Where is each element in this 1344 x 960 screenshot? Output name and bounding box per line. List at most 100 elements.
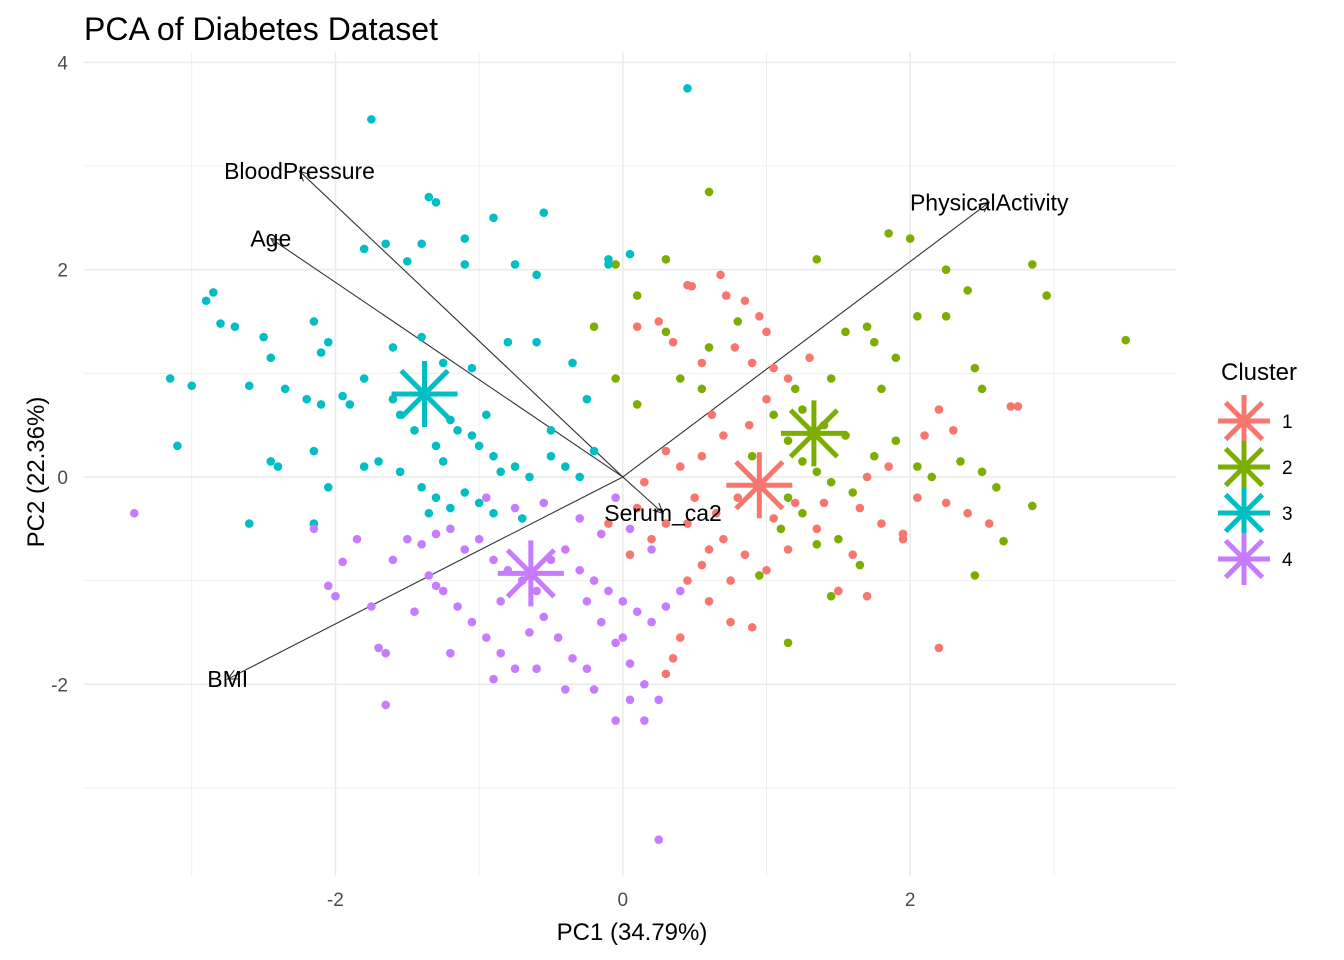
data-point-cluster-1	[862, 591, 872, 601]
data-point-cluster-3	[230, 322, 240, 331]
data-point-cluster-3	[489, 451, 498, 461]
data-point-cluster-4	[589, 576, 599, 585]
y-axis-title: PC2 (22.36%)	[23, 397, 50, 548]
data-point-cluster-3	[474, 498, 484, 508]
data-point-cluster-1	[668, 654, 678, 663]
data-point-cluster-2	[862, 322, 872, 331]
data-point-cluster-2	[697, 384, 707, 394]
data-point-cluster-4	[367, 602, 376, 611]
data-point-cluster-3	[424, 508, 434, 518]
data-point-cluster-4	[611, 493, 620, 502]
data-point-cluster-4	[532, 664, 541, 674]
data-point-cluster-1	[984, 519, 994, 528]
data-point-cluster-3	[431, 493, 441, 502]
data-point-cluster-3	[187, 381, 197, 391]
data-point-cluster-2	[826, 374, 836, 383]
data-point-cluster-4	[647, 545, 656, 554]
data-point-cluster-1	[697, 451, 707, 461]
data-point-cluster-4	[402, 534, 412, 544]
data-point-cluster-1	[1006, 402, 1016, 411]
data-point-cluster-3	[417, 332, 426, 342]
data-point-cluster-1	[721, 291, 731, 300]
data-point-cluster-1	[683, 519, 692, 528]
data-point-cluster-2	[1028, 260, 1037, 269]
data-point-cluster-1	[855, 503, 865, 513]
data-point-cluster-2	[812, 467, 822, 477]
data-point-cluster-1	[604, 519, 613, 528]
data-point-cluster-3	[517, 514, 527, 523]
data-point-cluster-4	[640, 716, 649, 725]
data-point-cluster-3	[323, 483, 333, 492]
data-point-cluster-3	[539, 208, 549, 217]
legend-label-cluster-1: 1	[1282, 412, 1293, 433]
data-point-cluster-1	[661, 446, 671, 456]
centroid-cluster-4	[497, 540, 564, 607]
data-point-cluster-3	[546, 426, 556, 435]
data-point-cluster-4	[489, 555, 498, 565]
data-point-cluster-3	[173, 441, 182, 451]
data-point-cluster-2	[848, 488, 858, 497]
data-point-cluster-1	[812, 524, 822, 534]
data-point-cluster-3	[395, 467, 405, 477]
data-point-cluster-1	[730, 343, 740, 352]
data-point-cluster-1	[862, 472, 872, 482]
data-point-cluster-2	[891, 353, 901, 363]
data-point-cluster-2	[834, 534, 843, 544]
data-point-cluster-4	[553, 633, 563, 642]
data-point-cluster-4	[352, 534, 362, 544]
data-point-cluster-2	[769, 410, 778, 420]
data-point-cluster-3	[510, 462, 520, 471]
data-point-cluster-1	[848, 550, 858, 559]
data-point-cluster-1	[654, 317, 664, 326]
data-point-cluster-3	[446, 415, 455, 425]
loading-arrow-age	[270, 238, 624, 478]
data-point-cluster-3	[503, 337, 513, 347]
data-point-cluster-4	[446, 524, 455, 534]
data-point-cluster-3	[467, 363, 477, 373]
data-point-cluster-3	[489, 508, 498, 518]
data-point-cluster-2	[798, 457, 807, 466]
data-point-cluster-4	[604, 586, 613, 596]
data-point-cluster-4	[568, 654, 577, 663]
data-point-cluster-1	[1013, 402, 1023, 411]
loading-arrow-physicalactivity	[622, 201, 990, 478]
data-point-cluster-1	[726, 617, 735, 627]
data-point-cluster-1	[898, 534, 908, 544]
y-tick-label: 0	[57, 468, 68, 489]
legend-label-cluster-3: 3	[1282, 504, 1293, 525]
data-point-cluster-4	[474, 534, 484, 544]
data-point-cluster-3	[209, 288, 218, 297]
data-point-cluster-2	[855, 560, 865, 570]
data-point-cluster-1	[934, 643, 944, 653]
data-point-cluster-2	[941, 265, 951, 274]
data-point-cluster-2	[704, 343, 714, 352]
data-point-cluster-2	[999, 536, 1008, 546]
grid	[84, 52, 1176, 876]
loading-arrowhead	[652, 502, 664, 515]
data-point-cluster-4	[323, 581, 333, 591]
data-point-cluster-3	[309, 317, 319, 326]
data-point-cluster-4	[654, 835, 664, 845]
data-point-cluster-2	[956, 457, 965, 466]
data-point-cluster-2	[905, 234, 915, 243]
data-point-cluster-1	[707, 410, 717, 420]
data-point-cluster-1	[762, 394, 771, 404]
data-point-cluster-3	[589, 446, 599, 456]
data-point-cluster-2	[1042, 291, 1051, 300]
data-point-cluster-1	[920, 431, 929, 440]
data-point-cluster-2	[790, 384, 800, 394]
loading-label-bmi: BMI	[207, 666, 248, 692]
data-point-cluster-4	[640, 679, 649, 689]
data-point-cluster-3	[216, 319, 225, 328]
data-point-cluster-2	[977, 384, 987, 394]
data-point-cluster-4	[539, 498, 549, 508]
data-point-cluster-1	[716, 270, 725, 280]
data-point-cluster-3	[482, 410, 491, 420]
data-point-cluster-3	[431, 441, 441, 451]
data-point-cluster-3	[561, 462, 570, 471]
data-point-cluster-4	[525, 628, 534, 637]
data-point-cluster-4	[625, 695, 635, 705]
centroid-cluster-3	[391, 361, 458, 428]
data-point-cluster-3	[201, 296, 211, 306]
data-point-cluster-1	[719, 534, 728, 544]
